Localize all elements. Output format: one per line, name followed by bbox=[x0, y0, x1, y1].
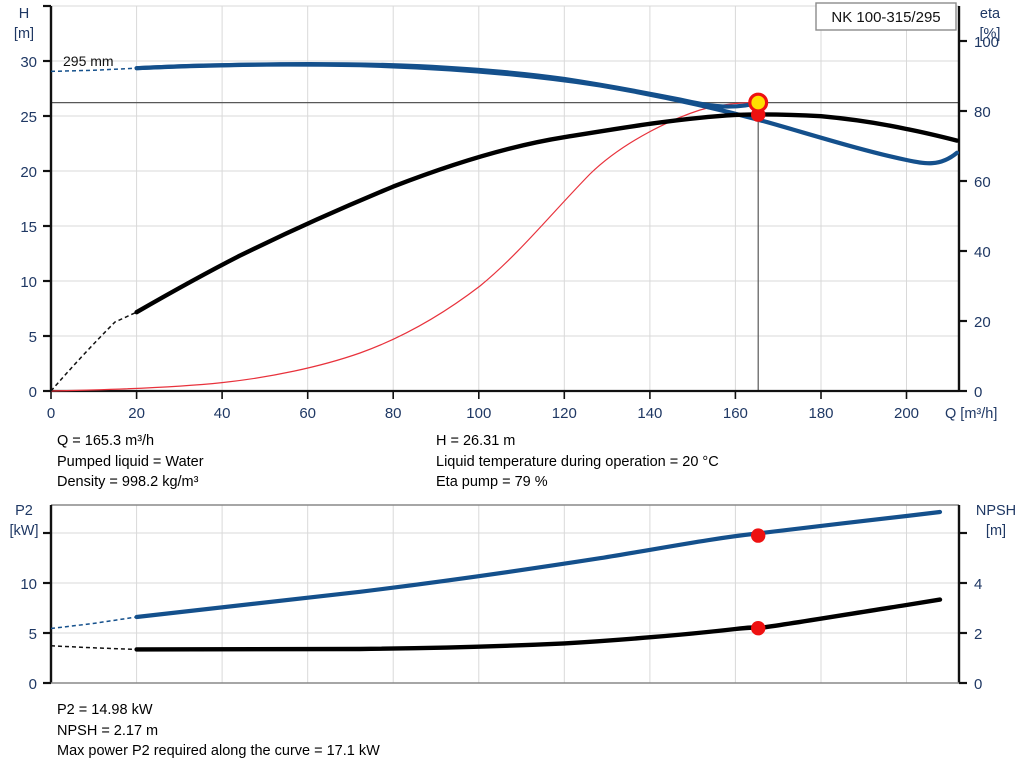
head-curve-right-part bbox=[134, 62, 960, 166]
top-x-tick-40: 40 bbox=[214, 405, 231, 422]
bottom-chart: 0 5 10 0 2 4 P2 [kW] NPSH [m] bbox=[10, 503, 1017, 693]
npsh-curve-dashed-extension bbox=[50, 645, 137, 651]
top-x-tick-140: 140 bbox=[637, 405, 662, 422]
top-x-tick-120: 120 bbox=[552, 405, 577, 422]
duty-marker-npsh bbox=[751, 621, 766, 636]
info-liquid: Pumped liquid = Water bbox=[57, 453, 204, 470]
top-right-ticks bbox=[959, 39, 967, 393]
top-x-axis-label: Q [m³/h] bbox=[945, 406, 997, 422]
info-flow: Q = 165.3 m³/h bbox=[57, 433, 155, 449]
info-block-left: Q = 165.3 m³/h Pumped liquid = Water Den… bbox=[57, 431, 204, 493]
top-left-tick-25: 25 bbox=[20, 109, 37, 126]
bottom-left-tick-10: 10 bbox=[20, 576, 37, 593]
top-x-tick-80: 80 bbox=[385, 405, 402, 422]
info-p2: P2 = 14.98 kW bbox=[57, 702, 153, 718]
bottom-left-axis-unit: [kW] bbox=[10, 523, 39, 539]
top-right-tick-0: 0 bbox=[974, 384, 982, 401]
info-density: Density = 998.2 kg/m³ bbox=[57, 474, 199, 490]
top-left-tick-10: 10 bbox=[20, 274, 37, 291]
top-right-tick-40: 40 bbox=[974, 244, 991, 261]
bottom-left-tick-0: 0 bbox=[29, 676, 37, 693]
info-block-bottom: P2 = 14.98 kW NPSH = 2.17 m Max power P2… bbox=[57, 700, 380, 762]
top-plot-background bbox=[51, 6, 959, 391]
top-x-ticks bbox=[50, 391, 908, 399]
top-right-tick-80: 80 bbox=[974, 104, 991, 121]
info-eta: Eta pump = 79 % bbox=[436, 474, 548, 490]
bottom-left-ticks bbox=[43, 531, 51, 685]
efficiency-curve bbox=[134, 112, 960, 315]
bottom-right-axis-unit: [m] bbox=[986, 523, 1006, 539]
top-x-tick-20: 20 bbox=[128, 405, 145, 422]
info-temperature: Liquid temperature during operation = 20… bbox=[436, 453, 719, 470]
top-left-axis-name: H bbox=[19, 6, 29, 22]
top-left-tick-5: 5 bbox=[29, 329, 37, 346]
top-left-tick-30: 30 bbox=[20, 54, 37, 71]
info-max-power: Max power P2 required along the curve = … bbox=[57, 743, 380, 759]
bottom-left-axis-name: P2 bbox=[15, 503, 33, 519]
bottom-left-tick-5: 5 bbox=[29, 626, 37, 643]
head-curve-dashed-extension bbox=[50, 67, 137, 73]
pump-model-text: NK 100-315/295 bbox=[831, 9, 940, 26]
bottom-right-tick-0: 0 bbox=[974, 676, 982, 693]
top-right-tick-20: 20 bbox=[974, 314, 991, 331]
pump-model-label: NK 100-315/295 bbox=[815, 2, 957, 31]
bottom-vertical-gridlines bbox=[136, 505, 907, 683]
p2-curve-dashed-extension bbox=[50, 616, 137, 630]
top-x-tick-200: 200 bbox=[894, 405, 919, 422]
info-npsh: NPSH = 2.17 m bbox=[57, 722, 159, 739]
bottom-plot-background bbox=[51, 505, 959, 683]
top-x-tick-0: 0 bbox=[47, 405, 55, 422]
duty-marker-p2 bbox=[751, 528, 766, 543]
top-left-tick-20: 20 bbox=[20, 164, 37, 181]
top-right-axis-unit: [%] bbox=[980, 26, 1001, 42]
top-right-axis-name: eta bbox=[980, 6, 1001, 22]
top-chart: 0 5 10 15 20 25 30 0 20 40 60 80 100 0 2… bbox=[14, 2, 1001, 422]
npsh-curve bbox=[134, 597, 943, 652]
bottom-right-tick-2: 2 bbox=[974, 626, 982, 643]
bottom-right-tick-4: 4 bbox=[974, 576, 982, 593]
impeller-diameter-label: 295 mm bbox=[63, 53, 114, 69]
info-head: H = 26.31 m bbox=[436, 433, 516, 449]
duty-marker-head bbox=[748, 92, 769, 113]
bottom-right-axis-name: NPSH bbox=[976, 503, 1016, 519]
bottom-right-ticks bbox=[959, 531, 967, 685]
top-x-tick-160: 160 bbox=[723, 405, 748, 422]
top-x-tick-180: 180 bbox=[808, 405, 833, 422]
efficiency-curve-dashed-extension bbox=[50, 311, 137, 392]
top-left-ticks bbox=[43, 4, 51, 393]
top-right-tick-60: 60 bbox=[974, 174, 991, 191]
top-left-tick-15: 15 bbox=[20, 219, 37, 236]
top-left-tick-0: 0 bbox=[29, 384, 37, 401]
top-x-tick-60: 60 bbox=[299, 405, 316, 422]
p2-power-curve bbox=[134, 509, 943, 620]
top-x-tick-100: 100 bbox=[466, 405, 491, 422]
top-right-tick-100: 100 bbox=[974, 34, 999, 51]
top-horizontal-gridlines bbox=[51, 5, 959, 337]
top-left-axis-unit: [m] bbox=[14, 26, 34, 42]
info-block-right: H = 26.31 m Liquid temperature during op… bbox=[436, 431, 719, 493]
